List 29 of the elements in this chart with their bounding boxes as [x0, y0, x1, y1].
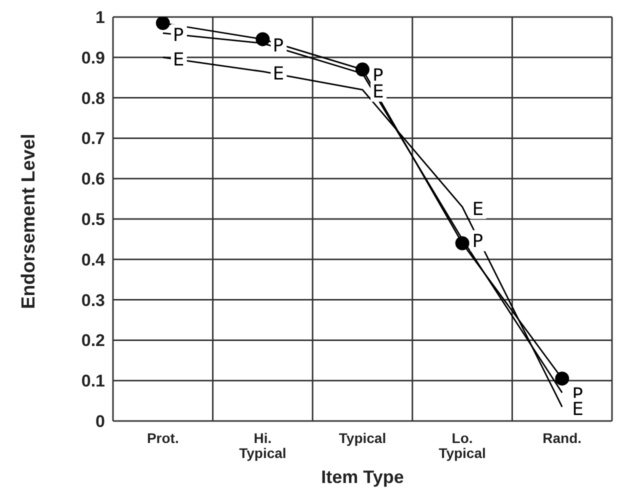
text: E [472, 198, 484, 220]
text: P [272, 35, 284, 56]
x-tick-label: Lo. Typical [438, 430, 486, 461]
y-tick-label: 0 [96, 412, 105, 432]
y-tick-label: 0.1 [81, 372, 105, 391]
y-axis-title: Endorsement Level [18, 134, 40, 309]
y-tick-label: 0.5 [81, 210, 105, 230]
x-tick-label: Rand. [542, 430, 582, 446]
y-tick-label: 0.6 [81, 170, 105, 189]
y-tick-label: 0.7 [81, 129, 105, 148]
text: E [272, 64, 284, 85]
y-tick-label: 0.9 [81, 48, 105, 68]
point [555, 372, 570, 386]
x-tick-label: Typical [338, 430, 386, 446]
series-label: E [172, 49, 184, 70]
point [156, 17, 170, 30]
point [455, 236, 470, 250]
y-tick-label: 0.4 [81, 250, 106, 270]
point [256, 32, 270, 46]
x-axis-title: Item Type [321, 467, 404, 487]
x-tick-label: Prot. [146, 430, 179, 446]
text: P [472, 231, 484, 252]
y-tick-label: 0.8 [81, 88, 105, 108]
y-tick-label: 1 [96, 8, 105, 28]
y-tick-label: 0.3 [81, 290, 105, 310]
point [356, 62, 370, 77]
series-label: P [172, 25, 184, 46]
x-tick-label: Hi. Typical [239, 430, 286, 461]
y-tick-label: 0.2 [81, 331, 105, 350]
